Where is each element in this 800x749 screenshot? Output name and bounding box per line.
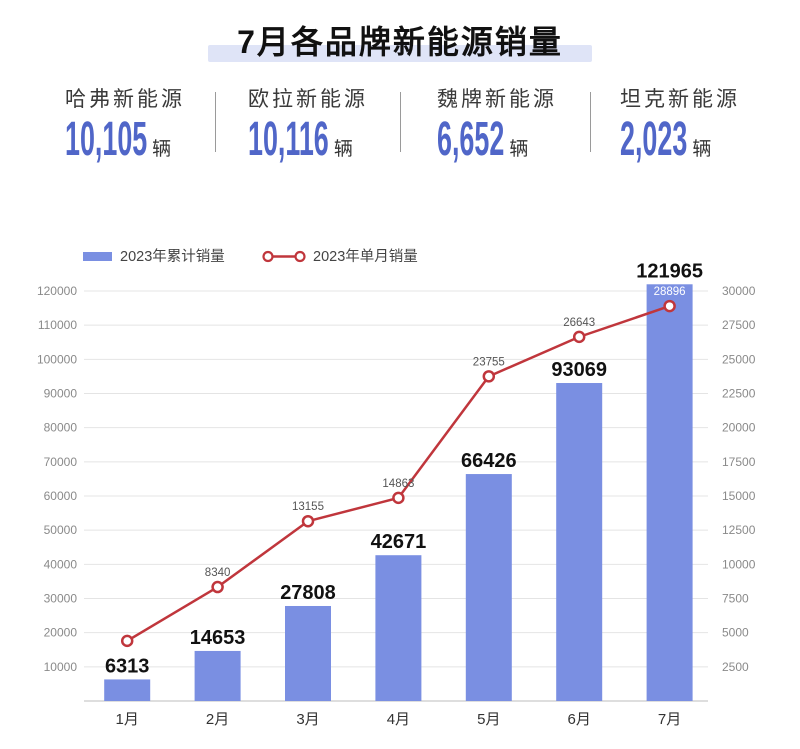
- stat-value: 2,023: [620, 113, 688, 166]
- y-right-tick-label: 22500: [722, 387, 756, 401]
- line-marker: [301, 514, 315, 528]
- x-tick-label: 4月: [387, 711, 410, 728]
- y-right-tick-label: 5000: [722, 626, 749, 640]
- stat-divider: [590, 92, 591, 152]
- line-value-label: 23755: [473, 356, 505, 368]
- y-right-tick-label: 7500: [722, 592, 749, 606]
- x-tick-label: 5月: [477, 711, 500, 728]
- line-value-label: 28896: [654, 286, 686, 298]
- y-left-tick-label: 110000: [38, 318, 77, 332]
- stat-value: 6,652: [437, 113, 505, 166]
- stat-label: 坦克新能源: [620, 88, 740, 111]
- page-title: 7月各品牌新能源销量: [237, 24, 563, 60]
- x-tick-label: 2月: [206, 711, 229, 728]
- legend-line-label: 2023年单月销量: [313, 248, 418, 265]
- legend-line-marker: [262, 250, 274, 263]
- stat-item-wey: 魏牌新能源 6,652 辆: [437, 88, 607, 164]
- y-right-tick-label: 20000: [722, 421, 756, 435]
- bar-value-label: 6313: [105, 655, 150, 677]
- bar: [104, 679, 151, 701]
- stat-unit: 辆: [692, 139, 712, 160]
- stat-divider: [215, 92, 216, 152]
- line-marker: [572, 330, 586, 344]
- legend-line-marker: [294, 250, 306, 263]
- x-tick-label: 6月: [568, 711, 591, 728]
- bar-value-label: 27808: [280, 582, 336, 604]
- legend-bar-swatch: [83, 252, 112, 261]
- bar: [285, 605, 331, 701]
- line-marker: [392, 491, 405, 505]
- stat-unit: 辆: [333, 139, 353, 160]
- bar: [465, 474, 512, 701]
- bar: [194, 650, 241, 701]
- y-left-tick-label: 40000: [44, 557, 78, 571]
- stat-value-row: 10,116 辆: [248, 116, 353, 164]
- stat-unit: 辆: [509, 139, 529, 160]
- bar: [375, 555, 422, 701]
- line-marker: [482, 370, 496, 383]
- bar: [556, 383, 603, 701]
- y-left-tick-label: 80000: [44, 421, 78, 435]
- y-left-tick-label: 120000: [37, 284, 77, 298]
- bar-value-label: 121965: [636, 260, 703, 282]
- x-tick-label: 1月: [116, 711, 139, 728]
- y-right-tick-label: 25000: [722, 352, 756, 366]
- stat-label: 欧拉新能源: [248, 88, 368, 111]
- stat-label: 哈弗新能源: [65, 88, 185, 111]
- y-right-tick-label: 27500: [722, 318, 756, 332]
- stat-item-ora: 欧拉新能源 10,116 辆: [248, 88, 418, 164]
- y-left-tick-label: 50000: [44, 523, 78, 537]
- stat-divider: [400, 92, 401, 152]
- y-right-tick-label: 2500: [722, 660, 749, 674]
- stat-value: 10,116: [248, 113, 329, 166]
- line-value-label: 26643: [563, 317, 595, 329]
- stat-value-row: 10,105 辆: [65, 116, 171, 164]
- legend: 2023年累计销量 2023年单月销量: [83, 248, 418, 265]
- bar: [646, 284, 693, 701]
- stat-value-row: 2,023 辆: [620, 116, 711, 164]
- bar-value-label: 14653: [190, 627, 246, 649]
- line-marker: [663, 299, 676, 313]
- y-right-tick-label: 12500: [722, 523, 756, 537]
- y-left-tick-label: 10000: [44, 660, 78, 674]
- y-left-tick-label: 20000: [44, 626, 78, 640]
- line-value-label: 13155: [292, 501, 324, 513]
- y-left-tick-label: 60000: [44, 489, 78, 503]
- y-left-tick-label: 90000: [44, 387, 78, 401]
- line-value-label: 14863: [382, 478, 414, 490]
- bar-value-label: 93069: [551, 359, 607, 381]
- x-tick-label: 3月: [296, 711, 319, 728]
- stat-unit: 辆: [152, 139, 172, 160]
- y-left-tick-label: 30000: [44, 592, 78, 606]
- bar-value-label: 66426: [461, 450, 517, 472]
- stat-label: 魏牌新能源: [437, 88, 557, 111]
- legend-bar-label: 2023年累计销量: [120, 248, 225, 265]
- bar-value-label: 42671: [371, 531, 427, 553]
- line-marker: [120, 634, 134, 648]
- stat-value-row: 6,652 辆: [437, 116, 528, 164]
- y-left-tick-label: 70000: [44, 455, 78, 469]
- y-right-tick-label: 30000: [722, 284, 756, 298]
- line-value-label: 8340: [205, 567, 231, 579]
- title-highlight: [208, 45, 592, 62]
- y-right-tick-label: 15000: [722, 489, 756, 503]
- y-left-tick-label: 100000: [37, 352, 77, 366]
- stat-item-haval: 哈弗新能源 10,105 辆: [65, 88, 235, 164]
- y-right-tick-label: 10000: [722, 557, 756, 571]
- stat-item-tank: 坦克新能源 2,023 辆: [620, 88, 790, 164]
- stat-value: 10,105: [65, 113, 148, 166]
- sales-chart: 10000 20000 30000 40000 50000 60000 70000 80000…: [37, 248, 756, 728]
- x-tick-label: 7月: [658, 711, 681, 728]
- y-right-tick-label: 17500: [722, 455, 756, 469]
- line-marker: [211, 580, 224, 594]
